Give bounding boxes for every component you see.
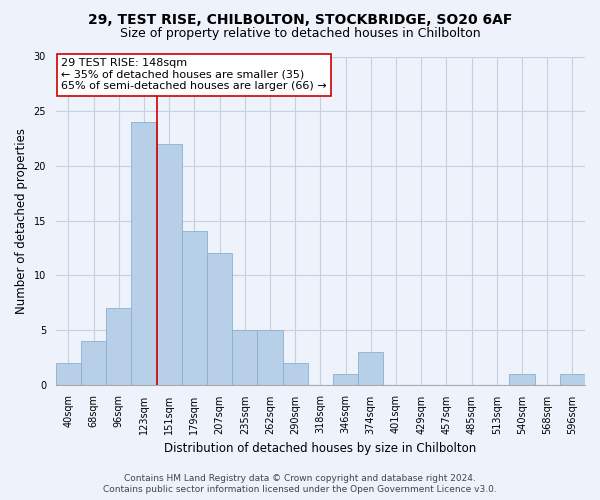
Bar	[182, 232, 207, 384]
Bar	[232, 330, 257, 384]
X-axis label: Distribution of detached houses by size in Chilbolton: Distribution of detached houses by size …	[164, 442, 476, 455]
Text: 29, TEST RISE, CHILBOLTON, STOCKBRIDGE, SO20 6AF: 29, TEST RISE, CHILBOLTON, STOCKBRIDGE, …	[88, 12, 512, 26]
Bar	[157, 144, 182, 384]
Bar	[56, 362, 81, 384]
Text: 29 TEST RISE: 148sqm
← 35% of detached houses are smaller (35)
65% of semi-detac: 29 TEST RISE: 148sqm ← 35% of detached h…	[61, 58, 326, 92]
Bar	[81, 341, 106, 384]
Bar	[333, 374, 358, 384]
Y-axis label: Number of detached properties: Number of detached properties	[15, 128, 28, 314]
Bar	[207, 254, 232, 384]
Bar	[358, 352, 383, 384]
Bar	[106, 308, 131, 384]
Bar	[257, 330, 283, 384]
Bar	[560, 374, 585, 384]
Bar	[509, 374, 535, 384]
Bar	[131, 122, 157, 384]
Text: Size of property relative to detached houses in Chilbolton: Size of property relative to detached ho…	[119, 28, 481, 40]
Text: Contains HM Land Registry data © Crown copyright and database right 2024.
Contai: Contains HM Land Registry data © Crown c…	[103, 474, 497, 494]
Bar	[283, 362, 308, 384]
